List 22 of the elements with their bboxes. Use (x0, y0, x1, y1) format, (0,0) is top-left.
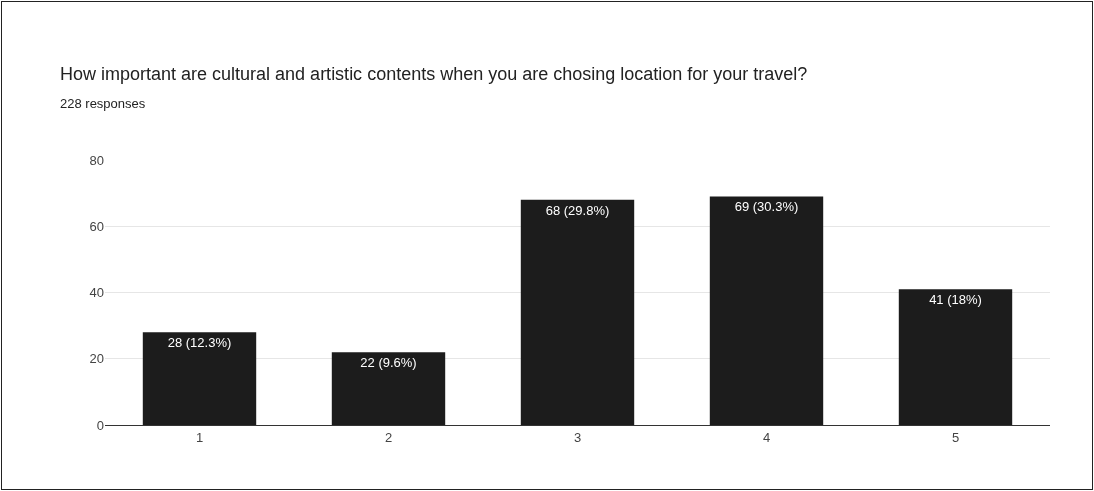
data-label: 22 (9.6%) (360, 355, 417, 371)
x-tick-label: 2 (384, 429, 393, 445)
data-label: 68 (29.8%) (545, 202, 610, 218)
bar (331, 352, 446, 425)
data-label: 41 (18%) (929, 292, 982, 308)
bar (709, 196, 824, 425)
y-tick-label: 20 (89, 351, 104, 367)
bar (898, 289, 1013, 425)
data-label: 69 (30.3%) (734, 199, 799, 215)
x-tick-label: 5 (951, 429, 960, 445)
chart-title: How important are cultural and artistic contents when you are chosing location for your travel? (60, 64, 808, 85)
y-tick-label: 0 (96, 417, 104, 433)
bar (142, 332, 257, 425)
data-label: 28 (12.3%) (167, 335, 232, 351)
x-tick-label: 4 (762, 429, 771, 445)
x-tick-label: 1 (195, 429, 204, 445)
chart-subtitle: 228 responses (60, 96, 146, 111)
y-tick-label: 60 (89, 218, 104, 234)
bar (520, 199, 635, 425)
x-tick-label: 3 (573, 429, 582, 445)
y-tick-label: 40 (89, 285, 104, 301)
y-tick-label: 80 (89, 152, 104, 168)
